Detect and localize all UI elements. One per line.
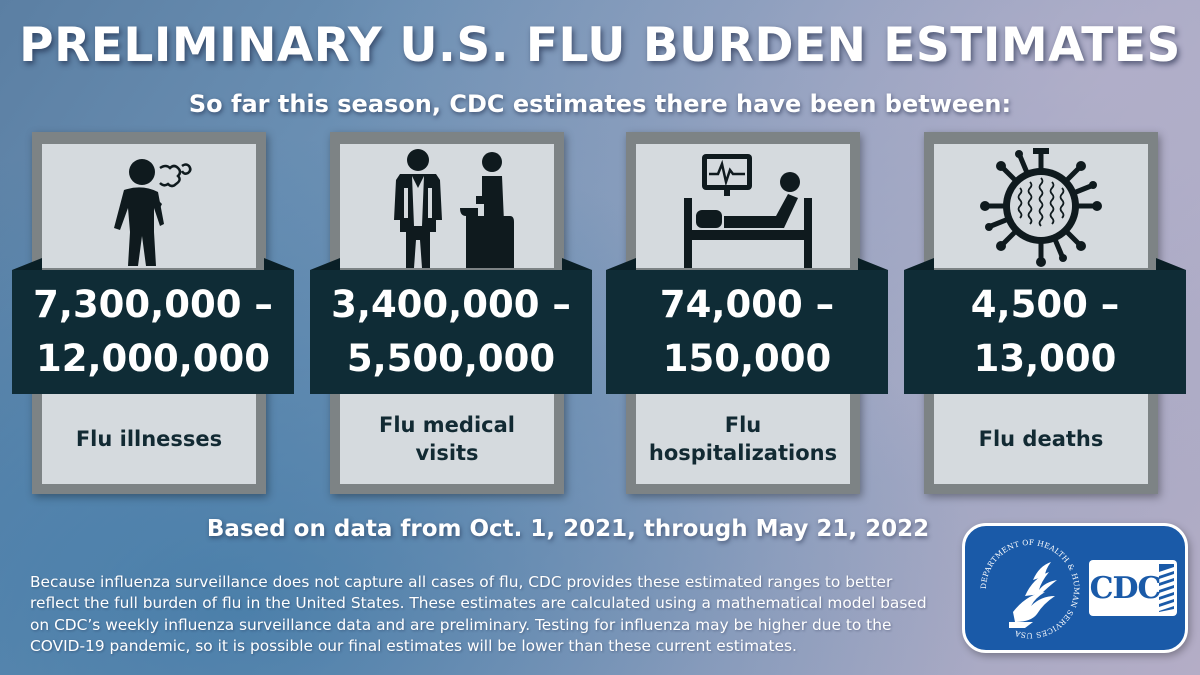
page-title: PRELIMINARY U.S. FLU BURDEN ESTIMATES [19,18,1181,73]
range-high: 150,000 [662,337,832,380]
band-fold-right [264,258,294,270]
band-fold-left [606,258,636,270]
band-fold-right [858,258,888,270]
band-fold-right [1156,258,1186,270]
card-label: Flu illnesses [42,394,256,484]
estimate-band: 3,400,000 – 5,500,000 [310,270,592,394]
cdc-logo-stripes [1159,564,1174,612]
card-icon-panel [340,144,554,268]
logo-panel: DEPARTMENT OF HEALTH & HUMAN SERVICES US… [962,523,1188,653]
virus-icon [980,148,1102,267]
person-coughing-icon [114,159,192,266]
range-high: 5,500,000 [346,337,556,380]
card-label: Flu hospitalizations [636,394,850,484]
disclaimer-text: Because influenza surveillance does not … [30,573,927,655]
estimate-band: 74,000 – 150,000 [606,270,888,394]
range-high: 13,000 [973,337,1117,380]
cdc-logo: CDC [1089,560,1177,616]
card-label: Flu deaths [934,394,1148,484]
range-low: 7,300,000 – [33,283,273,327]
card-flu-hospitalizations: 74,000 – 150,000 Flu hospitalizations [606,132,888,494]
data-date-range: Based on data from Oct. 1, 2021, through… [206,516,930,542]
hhs-seal-logo: DEPARTMENT OF HEALTH & HUMAN SERVICES US… [979,538,1081,640]
range-high: 12,000,000 [35,337,271,380]
estimate-band: 7,300,000 – 12,000,000 [12,270,294,394]
range-low: 74,000 – [659,283,835,327]
band-fold-right [562,258,592,270]
hospital-bed-icon [684,154,812,268]
range-low: 4,500 – [970,283,1120,327]
card-flu-medical-visits: 3,400,000 – 5,500,000 Flu medical visits [310,132,592,494]
band-fold-left [904,258,934,270]
band-fold-left [310,258,340,270]
card-label: Flu medical visits [340,394,554,484]
estimate-band: 4,500 – 13,000 [904,270,1186,394]
cdc-logo-text: CDC [1089,570,1162,606]
range-low: 3,400,000 – [331,283,571,327]
card-flu-illnesses: 7,300,000 – 12,000,000 Flu illnesses [12,132,294,494]
band-fold-left [12,258,42,270]
card-flu-deaths: 4,500 – 13,000 Flu deaths [904,132,1186,494]
page-subtitle: So far this season, CDC estimates there … [188,90,1012,118]
doctor-patient-icon [394,149,514,268]
